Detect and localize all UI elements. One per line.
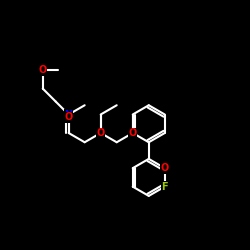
Text: N: N xyxy=(64,110,73,120)
Text: O: O xyxy=(96,128,105,138)
Text: O: O xyxy=(161,163,169,173)
Text: O: O xyxy=(128,128,137,138)
Text: F: F xyxy=(162,182,168,192)
Text: O: O xyxy=(38,65,47,75)
Text: O: O xyxy=(64,112,73,122)
